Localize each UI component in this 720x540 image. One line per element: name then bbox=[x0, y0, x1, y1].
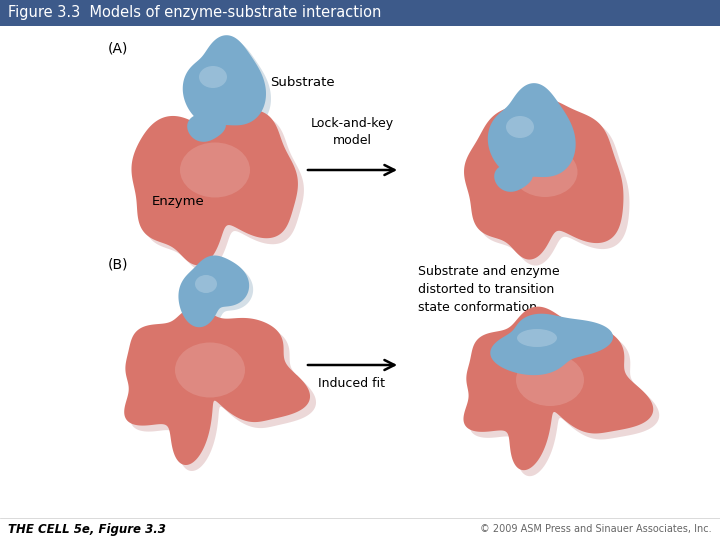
Text: (B): (B) bbox=[108, 257, 128, 271]
Text: Induced fit: Induced fit bbox=[318, 377, 385, 390]
Polygon shape bbox=[183, 35, 266, 125]
Polygon shape bbox=[469, 313, 660, 476]
Polygon shape bbox=[125, 308, 310, 465]
Polygon shape bbox=[464, 307, 653, 470]
Polygon shape bbox=[179, 255, 249, 327]
Polygon shape bbox=[187, 113, 226, 142]
Polygon shape bbox=[130, 314, 316, 471]
Ellipse shape bbox=[195, 275, 217, 293]
Text: Lock-and-key
model: Lock-and-key model bbox=[310, 117, 394, 147]
Polygon shape bbox=[132, 110, 298, 265]
Text: (A): (A) bbox=[108, 42, 128, 56]
Polygon shape bbox=[490, 314, 613, 375]
Text: Enzyme: Enzyme bbox=[152, 195, 204, 208]
Polygon shape bbox=[138, 116, 304, 271]
Polygon shape bbox=[464, 98, 624, 260]
Text: THE CELL 5e, Figure 3.3: THE CELL 5e, Figure 3.3 bbox=[8, 523, 166, 536]
Ellipse shape bbox=[175, 342, 245, 397]
Text: © 2009 ASM Press and Sinauer Associates, Inc.: © 2009 ASM Press and Sinauer Associates,… bbox=[480, 524, 712, 534]
Ellipse shape bbox=[513, 147, 577, 197]
Ellipse shape bbox=[199, 66, 227, 88]
Text: Substrate and enzyme
distorted to transition
state conformation: Substrate and enzyme distorted to transi… bbox=[418, 265, 559, 314]
Polygon shape bbox=[470, 104, 629, 266]
Polygon shape bbox=[188, 40, 271, 130]
Polygon shape bbox=[487, 83, 576, 177]
Text: Figure 3.3  Models of enzyme-substrate interaction: Figure 3.3 Models of enzyme-substrate in… bbox=[8, 5, 382, 21]
Ellipse shape bbox=[506, 116, 534, 138]
Ellipse shape bbox=[517, 329, 557, 347]
Text: Substrate: Substrate bbox=[270, 76, 335, 89]
Ellipse shape bbox=[180, 143, 250, 198]
Bar bbox=[0, 0, 720, 26]
Polygon shape bbox=[182, 260, 253, 331]
Ellipse shape bbox=[516, 354, 584, 406]
Polygon shape bbox=[494, 164, 533, 192]
